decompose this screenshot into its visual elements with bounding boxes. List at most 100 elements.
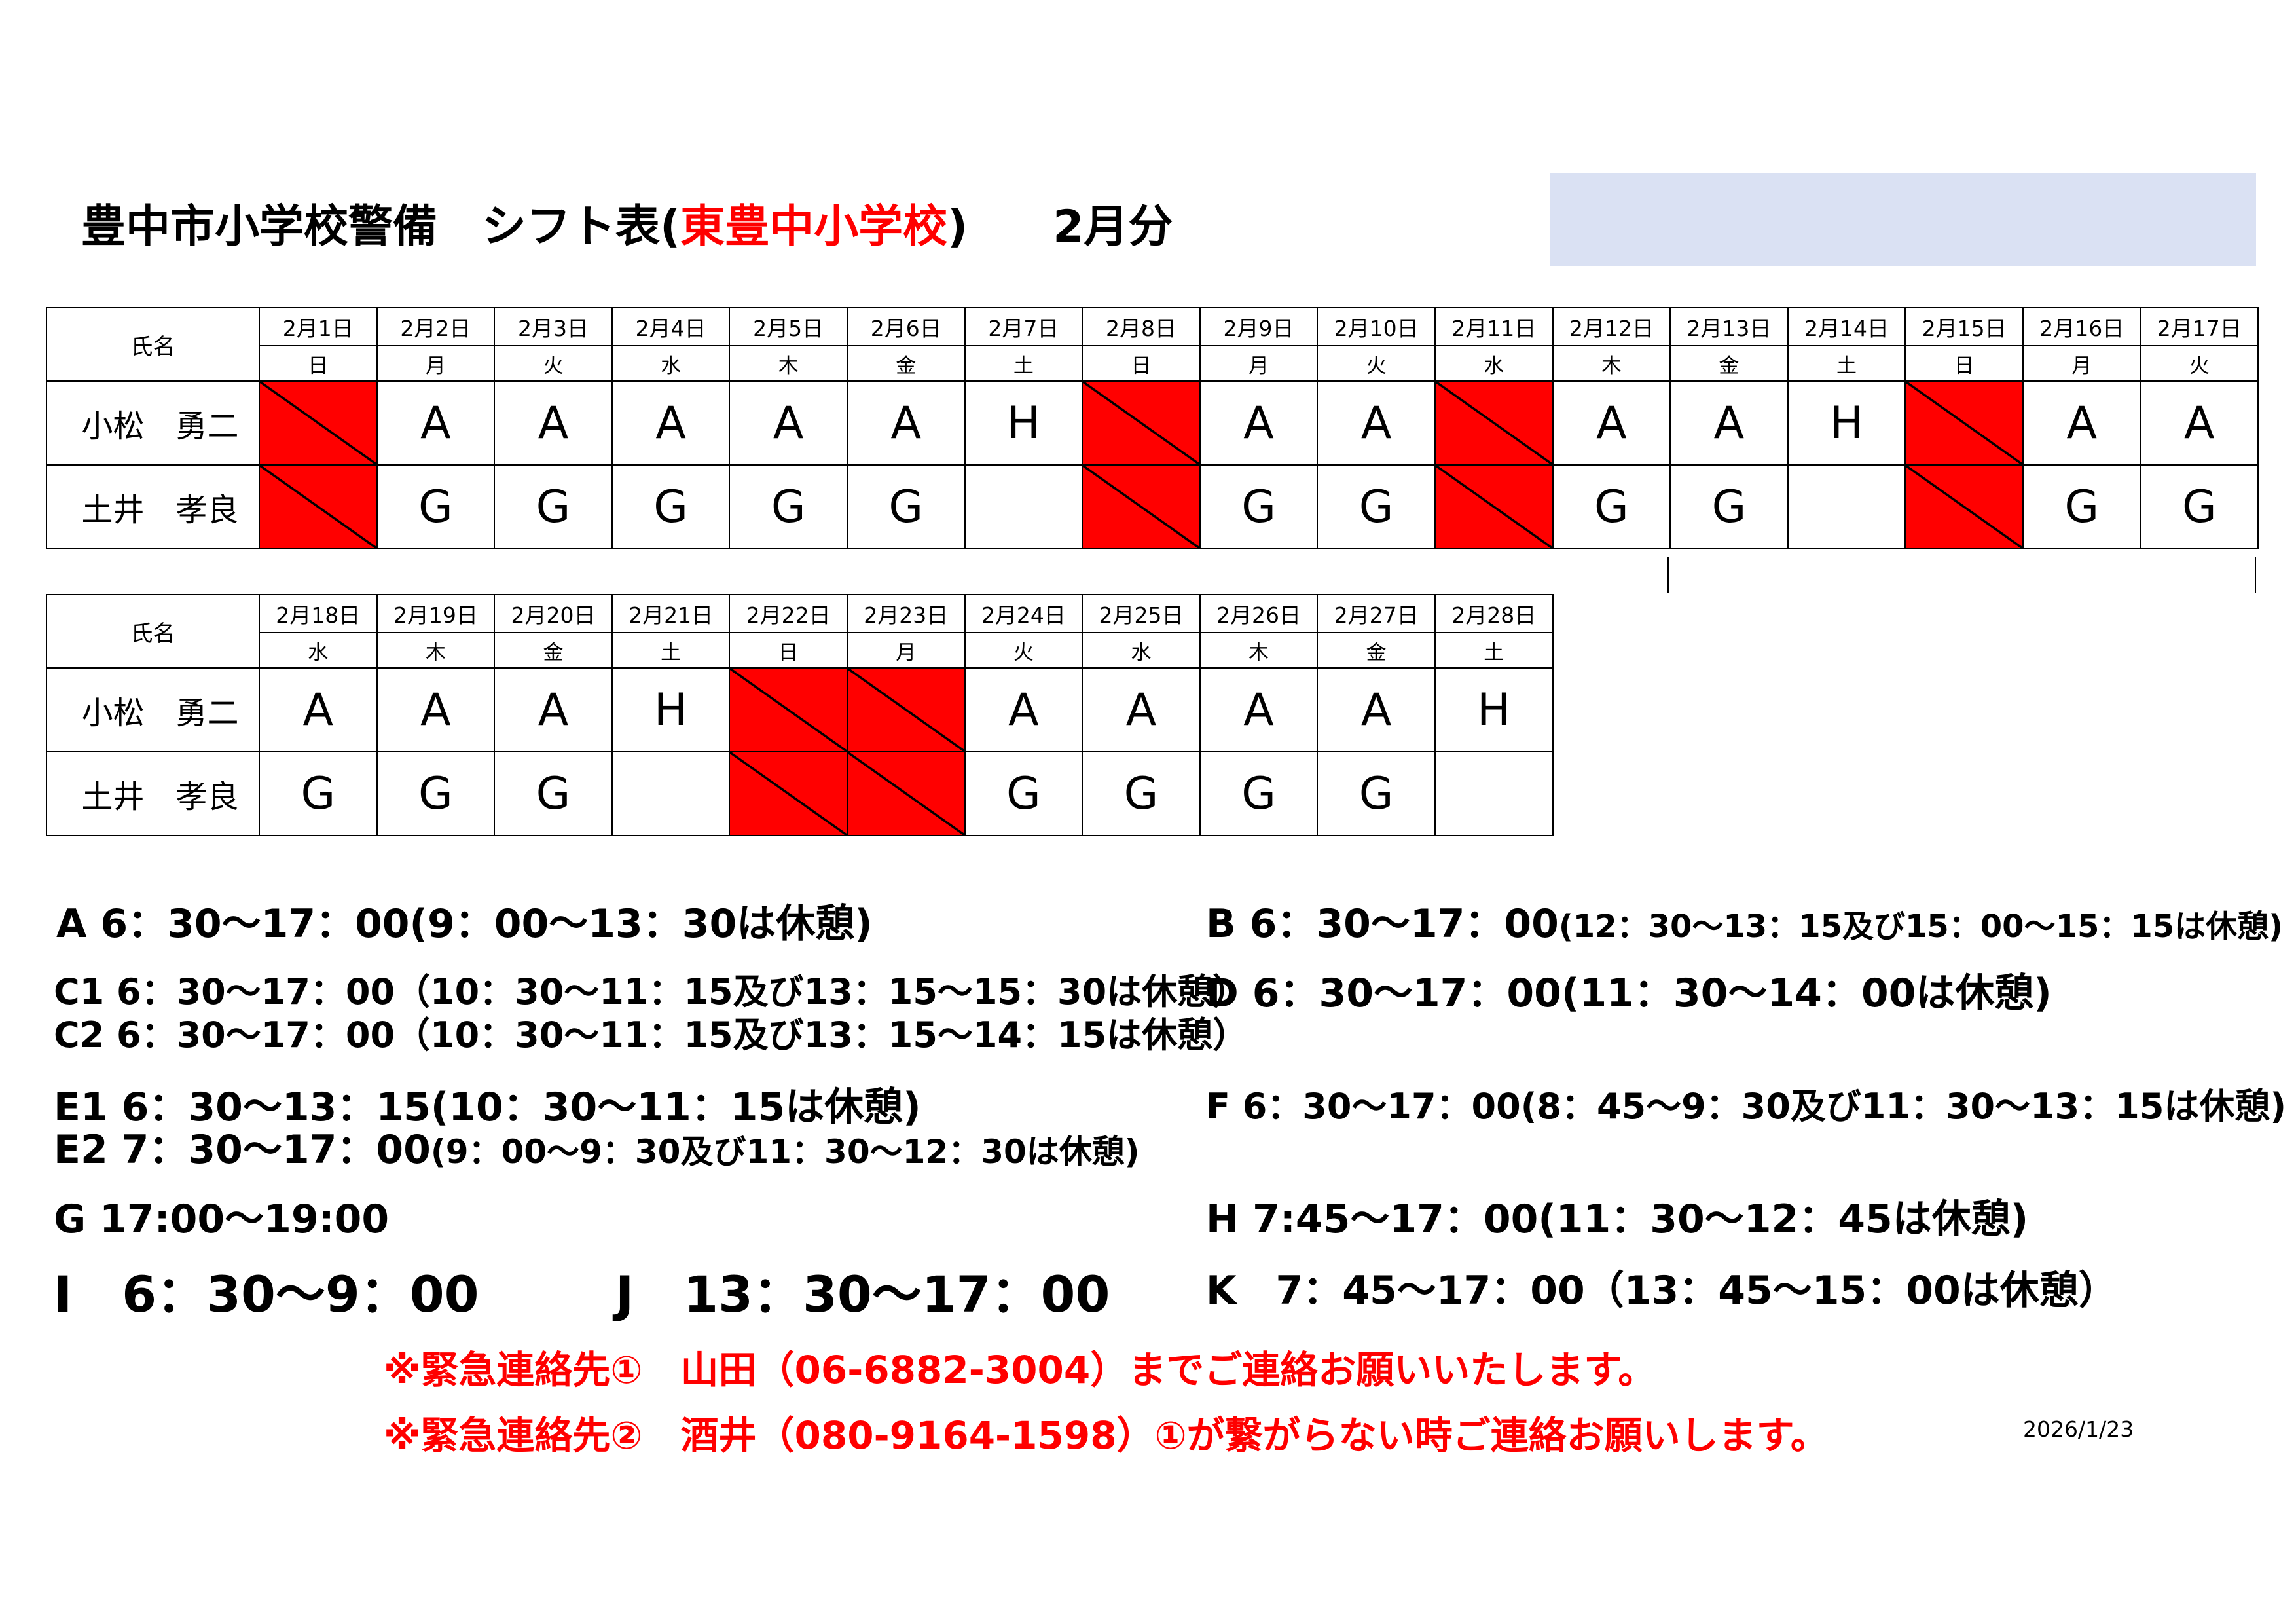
table-row: 土井 孝良 G G G G G G G G G G G <box>46 464 2259 549</box>
name-header: 氏名 <box>46 307 260 382</box>
shift-cell: G <box>964 751 1084 836</box>
name-header: 氏名 <box>46 594 260 669</box>
weekday-header: 火 <box>1317 345 1436 382</box>
date-header: 2月26日 <box>1199 594 1319 633</box>
date-header: 2月7日 <box>964 307 1084 346</box>
legend-b: B 6：30～17：00(12：30～13：15及び15：00～15：15は休憩… <box>1206 892 2283 949</box>
off-day-cell <box>846 751 966 836</box>
legend-k: K 7：45～17：00（13：45～15：00は休憩） <box>1206 1268 2118 1314</box>
weekday-header: 水 <box>1082 632 1201 669</box>
off-day-cell <box>729 667 848 752</box>
date-header: 2月1日 <box>259 307 378 346</box>
issued-date: 2026/1/23 <box>2023 1416 2134 1442</box>
divider <box>2255 557 2256 593</box>
legend-h: H 7:45～17：00(11：30～12：45は休憩) <box>1206 1196 2029 1242</box>
weekday-header-row: 日月火水木金土日月火水木金土日月火 <box>46 345 2259 382</box>
date-header: 2月13日 <box>1669 307 1789 346</box>
shift-cell: H <box>964 380 1084 466</box>
off-day-cell <box>729 751 848 836</box>
weekday-header: 水 <box>1434 345 1554 382</box>
weekday-header: 金 <box>1317 632 1436 669</box>
weekday-header: 土 <box>1434 632 1554 669</box>
weekday-header: 火 <box>964 632 1084 669</box>
table-row: 土井 孝良 G G G G G G G <box>46 751 1554 836</box>
weekday-header: 日 <box>259 345 378 382</box>
shift-cell <box>1787 464 1906 549</box>
weekday-header: 金 <box>1669 345 1789 382</box>
staff-name: 小松 勇二 <box>46 667 260 752</box>
shift-cell: A <box>1082 667 1201 752</box>
off-day-cell <box>1434 380 1554 466</box>
date-header: 2月3日 <box>494 307 613 346</box>
shift-cell: G <box>1199 464 1319 549</box>
off-day-cell <box>259 380 378 466</box>
date-header: 2月27日 <box>1317 594 1436 633</box>
shift-cell: H <box>611 667 731 752</box>
weekday-header: 木 <box>376 632 496 669</box>
shift-cell: G <box>611 464 731 549</box>
shift-cell: A <box>1199 667 1319 752</box>
shift-cell: A <box>1317 667 1436 752</box>
legend-i: I 6：30～9：00 <box>54 1265 479 1323</box>
weekday-header: 火 <box>494 345 613 382</box>
legend-d: D 6：30～17：00(11：30～14：00は休憩) <box>1206 970 2052 1016</box>
legend-e1: E1 6：30～13：15(10：30～11：15は休憩) <box>54 1084 921 1130</box>
shift-cell: A <box>376 380 496 466</box>
shift-cell <box>611 751 731 836</box>
legend-f: F 6：30～17：00(8：45～9：30及び11：30～13：15は休憩) <box>1206 1086 2287 1127</box>
shift-cell: G <box>1199 751 1319 836</box>
table-row: 小松 勇二 A A A H A A A A H <box>46 667 1554 752</box>
shift-cell: G <box>2022 464 2141 549</box>
date-header-row: 氏名 2月18日 2月19日 2月20日 2月21日 2月22日 2月23日 2月24日 2月2… <box>46 594 1554 669</box>
shift-cell <box>964 464 1084 549</box>
title-prefix: 豊中市小学校警備 シフト表( <box>81 201 681 253</box>
legend-e2-time: E2 7：30～17：00 <box>54 1127 431 1173</box>
shift-cell: A <box>494 667 613 752</box>
shift-table-2: 氏名 2月18日 2月19日 2月20日 2月21日 2月22日 2月23日 2月24日 2月2… <box>46 594 1554 836</box>
shift-cell: G <box>2140 464 2259 549</box>
weekday-header: 土 <box>1787 345 1906 382</box>
header-box <box>1550 173 2256 266</box>
date-header: 2月11日 <box>1434 307 1554 346</box>
table-row: 小松 勇二 A A A A A H A A A A H A A <box>46 380 2259 466</box>
off-day-cell <box>1434 464 1554 549</box>
shift-cell: A <box>1669 380 1789 466</box>
shift-cell: A <box>259 667 378 752</box>
shift-cell: G <box>376 464 496 549</box>
shift-cell: G <box>729 464 848 549</box>
off-day-cell <box>1904 380 2024 466</box>
off-day-cell <box>846 667 966 752</box>
shift-cell: G <box>376 751 496 836</box>
date-header-row: 氏名 2月1日 2月2日 2月3日 2月4日 2月5日 2月6日 2月7日 2月8日 2月9日 2月… <box>46 307 2259 382</box>
emergency-contact-2: ※緊急連絡先② 酒井（080-9164-1598）①が繋がらない時ご連絡お願いし… <box>384 1413 1829 1458</box>
date-header: 2月23日 <box>846 594 966 633</box>
date-header: 2月5日 <box>729 307 848 346</box>
shift-cell: G <box>1552 464 1671 549</box>
legend-a: A 6：30～17：00(9：00～13：30は休憩) <box>56 901 873 947</box>
shift-cell: H <box>1434 667 1554 752</box>
legend-b-note: (12：30～13：15及び15：00～15：15は休憩) <box>1558 908 2284 945</box>
off-day-cell <box>1082 380 1201 466</box>
shift-cell: G <box>494 464 613 549</box>
legend-j: J 13：30～17：00 <box>615 1265 1110 1323</box>
weekday-header: 月 <box>2022 345 2141 382</box>
staff-name: 土井 孝良 <box>46 751 260 836</box>
shift-cell: G <box>1669 464 1789 549</box>
shift-cell: A <box>1317 380 1436 466</box>
date-header: 2月4日 <box>611 307 731 346</box>
weekday-header: 日 <box>1082 345 1201 382</box>
weekday-header: 日 <box>729 632 848 669</box>
shift-table-1: 氏名 2月1日 2月2日 2月3日 2月4日 2月5日 2月6日 2月7日 2月8日 2月9日 2月… <box>46 307 2259 549</box>
weekday-header: 木 <box>1552 345 1671 382</box>
shift-cell: A <box>846 380 966 466</box>
shift-cell: A <box>1199 380 1319 466</box>
date-header: 2月21日 <box>611 594 731 633</box>
date-header: 2月24日 <box>964 594 1084 633</box>
month-label: 2月分 <box>1053 201 1173 253</box>
weekday-header: 土 <box>611 632 731 669</box>
page-title: 豊中市小学校警備 シフト表(東豊中小学校) 2月分 <box>81 190 1173 255</box>
date-header: 2月2日 <box>376 307 496 346</box>
date-header: 2月9日 <box>1199 307 1319 346</box>
weekday-header: 金 <box>494 632 613 669</box>
date-header: 2月28日 <box>1434 594 1554 633</box>
